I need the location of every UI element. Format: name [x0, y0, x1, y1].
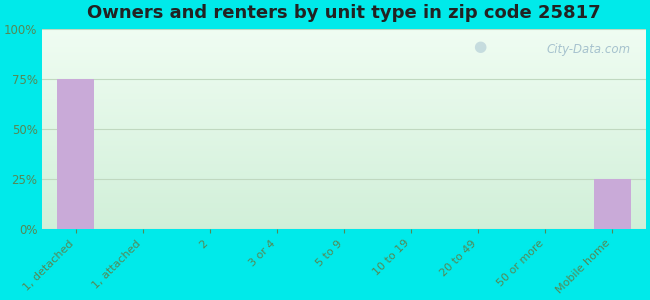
Bar — [594, 179, 630, 229]
Text: ●: ● — [473, 39, 486, 54]
Title: Owners and renters by unit type in zip code 25817: Owners and renters by unit type in zip c… — [87, 4, 601, 22]
Bar — [57, 79, 94, 229]
Text: City-Data.com: City-Data.com — [547, 43, 630, 56]
